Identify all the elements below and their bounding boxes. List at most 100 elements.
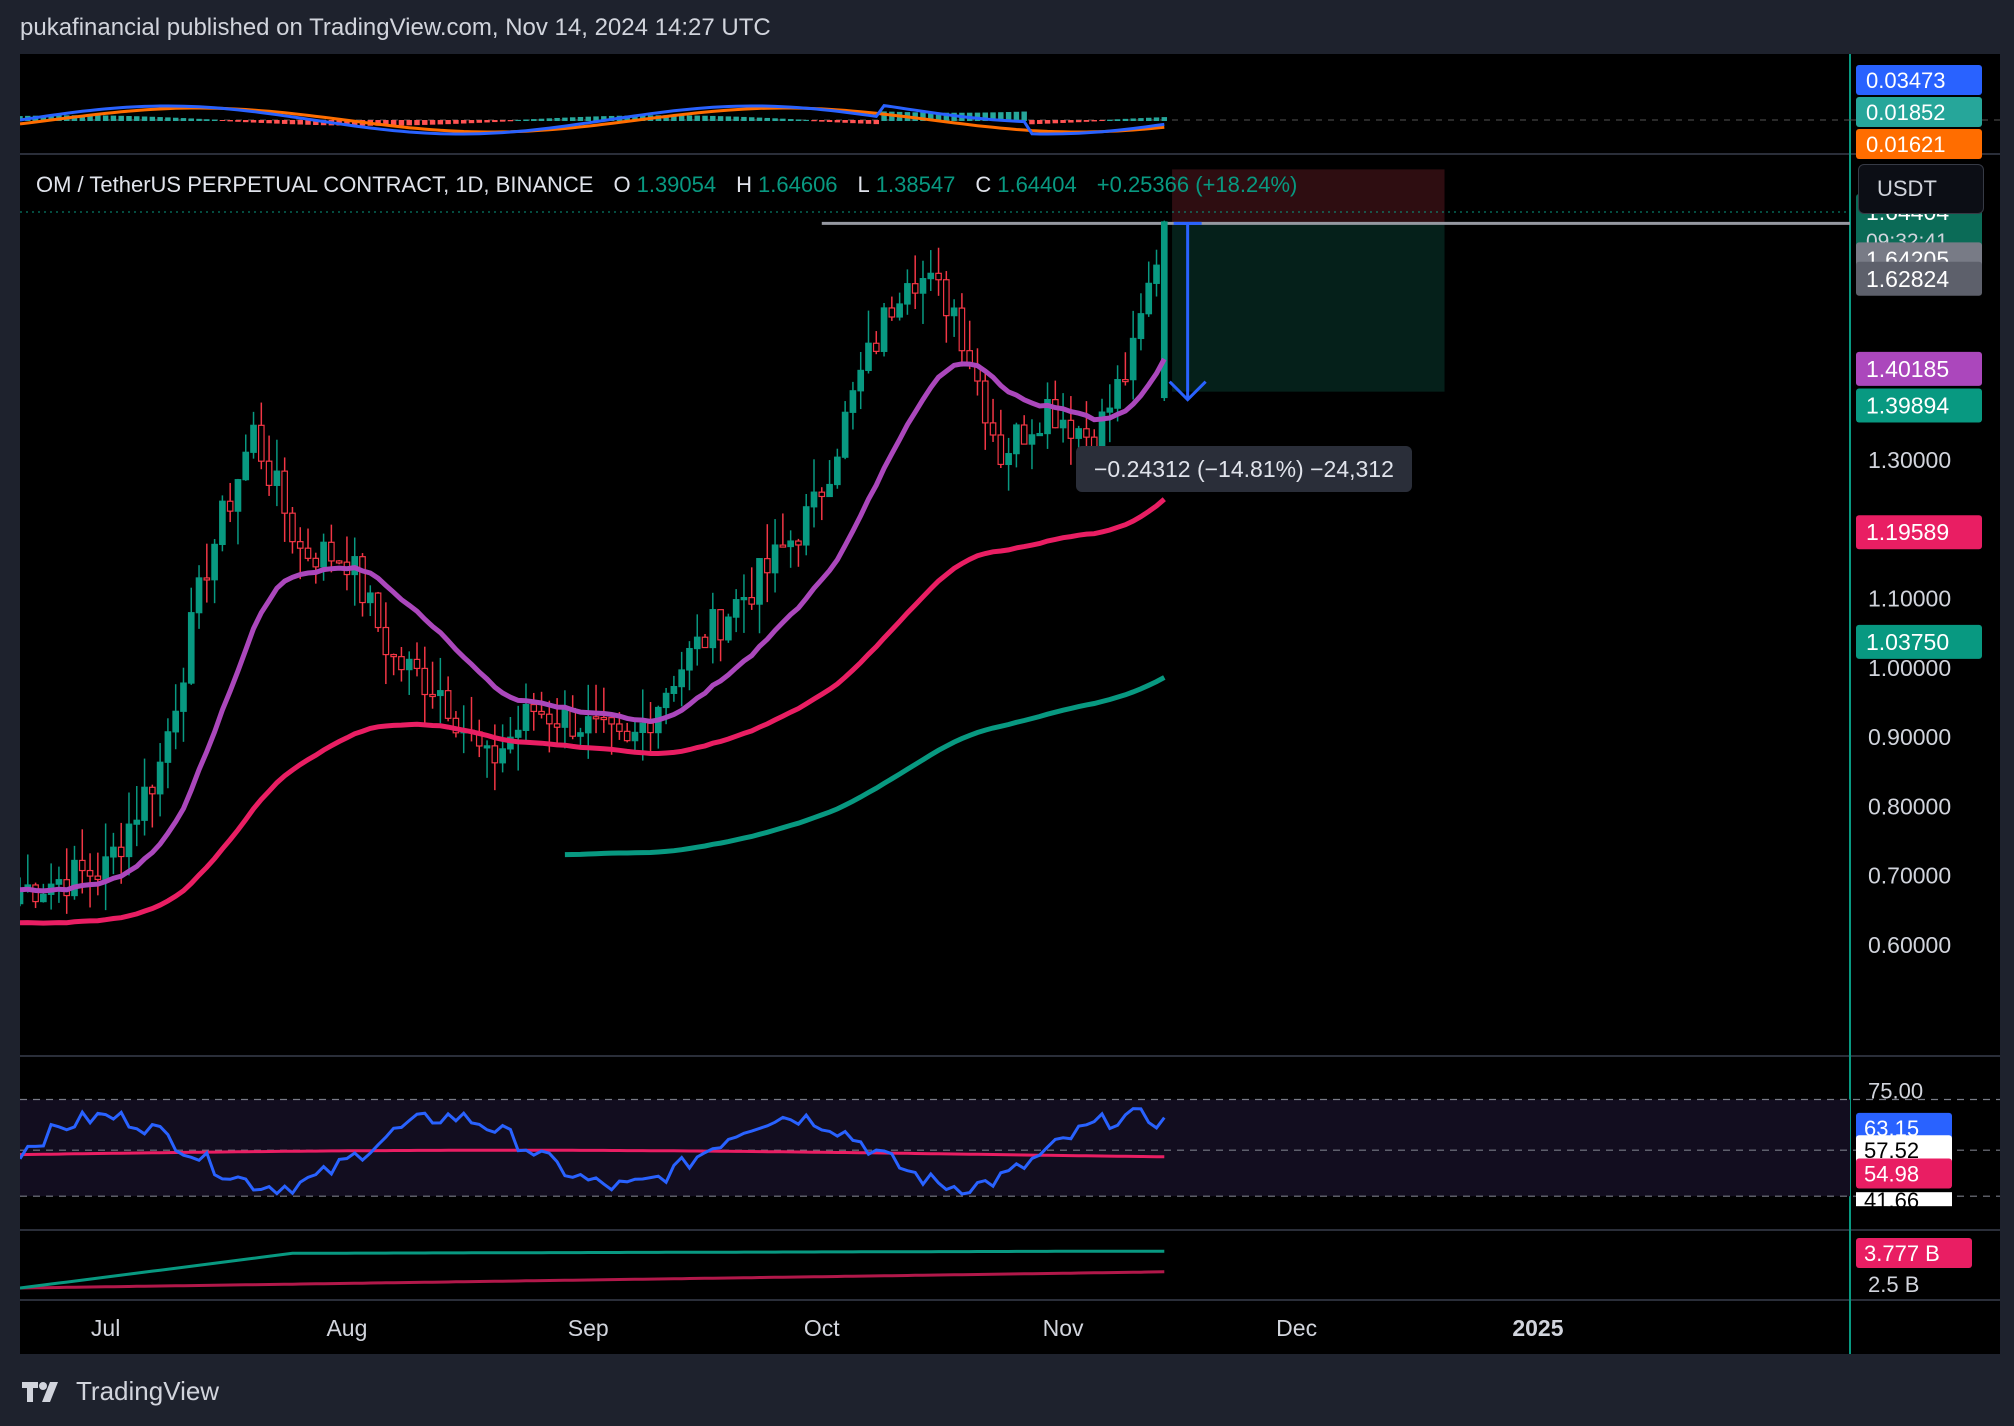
- candle-body: [211, 543, 218, 581]
- chart-canvas[interactable]: JulAugSepOctNovDec20251.6440409:32:411.6…: [16, 54, 2000, 1354]
- tradingview-logo-icon[interactable]: [20, 1380, 66, 1404]
- brand-name[interactable]: TradingView: [76, 1376, 220, 1406]
- macd-histogram-bar: [492, 120, 498, 123]
- rsi-label-bg: [1856, 1158, 1952, 1189]
- macd-histogram-bar: [126, 116, 132, 121]
- candle-body: [32, 884, 39, 903]
- price-tick-label: 1.30000: [1868, 447, 1951, 473]
- price-tick-label: 0.70000: [1868, 863, 1951, 889]
- macd-histogram-bar: [523, 119, 529, 121]
- open-value: 1.39054: [636, 172, 717, 197]
- macd-histogram-bar: [663, 115, 669, 121]
- macd-histogram-bar: [468, 120, 475, 124]
- macd-histogram-bar: [531, 119, 537, 121]
- macd-histogram-bar: [1005, 112, 1012, 121]
- macd-histogram-bar: [274, 120, 280, 124]
- position-target-zone: [1172, 223, 1445, 392]
- macd-histogram-bar: [1114, 119, 1121, 121]
- candle-body: [78, 859, 86, 872]
- macd-histogram-bar: [289, 120, 296, 125]
- rsi-line: [18, 1107, 1166, 1196]
- time-axis-label: Oct: [804, 1315, 840, 1341]
- macd-histogram-bar: [1075, 120, 1082, 123]
- candle-body: [592, 716, 600, 720]
- candle-body: [522, 703, 530, 731]
- macd-histogram-bar: [725, 116, 732, 121]
- candle-body: [273, 470, 281, 486]
- symbol-name[interactable]: OM / TetherUS PERPETUAL CONTRACT, 1D, BI…: [36, 172, 594, 197]
- candle-body: [71, 859, 78, 897]
- candle-body: [849, 390, 857, 413]
- macd-histogram-bar: [266, 120, 272, 124]
- candle-body: [281, 470, 288, 514]
- candle-body: [950, 307, 958, 317]
- macd-histogram-bar: [850, 120, 856, 124]
- candle-body: [763, 558, 771, 574]
- ema-slow-line: [564, 675, 1166, 858]
- candle-body: [172, 710, 180, 733]
- macd-histogram-bar: [235, 120, 241, 122]
- macd-histogram-bar: [476, 120, 482, 123]
- candle-body: [981, 380, 989, 424]
- chart-frame[interactable]: JulAugSepOctNovDec20251.6440409:32:411.6…: [16, 54, 2000, 1354]
- macd-histogram-bar: [834, 120, 841, 123]
- macd-histogram-bar: [562, 117, 568, 121]
- low-value: 1.38547: [875, 172, 956, 197]
- candle-body: [226, 500, 234, 512]
- macd-histogram-bar: [1107, 119, 1113, 121]
- macd-histogram-bar: [1037, 120, 1043, 124]
- price-label-2: 1.62824: [1866, 266, 1949, 292]
- macd-histogram-bar: [180, 118, 187, 121]
- macd-histogram-bar: [1138, 118, 1144, 121]
- time-axis-label: Sep: [568, 1315, 609, 1341]
- macd-histogram-bar: [1091, 120, 1097, 122]
- macd-histogram-bar: [538, 118, 545, 121]
- macd-histogram-bar: [569, 117, 576, 121]
- candle-body: [662, 692, 670, 709]
- ema-fast-price-label: 1.40185: [1866, 356, 1949, 382]
- candle-body: [865, 342, 872, 372]
- macd-histogram-bar: [305, 120, 311, 125]
- candle-body: [701, 636, 709, 649]
- candle-body: [359, 556, 366, 604]
- price-label-2-bg: [1856, 261, 1982, 296]
- candle-body: [257, 424, 265, 462]
- candle-body: [1129, 337, 1137, 381]
- candle-body: [1059, 419, 1067, 429]
- rsi-value-label: 54.98: [1864, 1162, 1919, 1187]
- macd-histogram-bar: [1130, 118, 1136, 121]
- candle-body: [390, 653, 397, 658]
- candle-body: [577, 732, 584, 737]
- macd-histogram-bar: [585, 116, 591, 121]
- macd-histogram-bar: [172, 117, 179, 121]
- macd-histogram-bar: [702, 115, 708, 121]
- macd-histogram-bar: [1060, 120, 1066, 123]
- currency-button[interactable]: USDT: [1858, 164, 1984, 214]
- rsi-ma-line: [19, 1148, 1165, 1159]
- ema-slow-price-label: 1.03750: [1866, 629, 1949, 655]
- candle-body: [943, 279, 950, 317]
- candle-body: [989, 422, 997, 436]
- rsi-upper-label: 75.00: [1868, 1079, 1923, 1104]
- macd-histogram-bar: [281, 120, 288, 124]
- macd-histogram-bar: [749, 117, 755, 121]
- macd-histogram-bar: [671, 115, 677, 121]
- macd-histogram-bar: [507, 120, 514, 122]
- candle-body: [405, 658, 413, 671]
- macd-histogram-bar: [188, 118, 194, 121]
- candle-body: [623, 730, 631, 742]
- candle-body: [382, 626, 390, 656]
- macd-histogram-bar: [873, 120, 879, 125]
- candle-body: [40, 893, 47, 903]
- macd-histogram-bar: [1099, 120, 1105, 122]
- candle-body: [483, 745, 491, 749]
- change-value: +0.25366 (+18.24%): [1096, 172, 1298, 197]
- macd-histogram-bar: [141, 116, 148, 121]
- macd-histogram-bar: [764, 117, 771, 121]
- candle-body: [265, 460, 273, 486]
- price-tick-label: 1.10000: [1868, 586, 1951, 612]
- macd-histogram-bar: [383, 120, 389, 126]
- macd-histogram-bar: [149, 116, 156, 121]
- footer: TradingView: [20, 1376, 219, 1407]
- high-value: 1.64606: [758, 172, 838, 197]
